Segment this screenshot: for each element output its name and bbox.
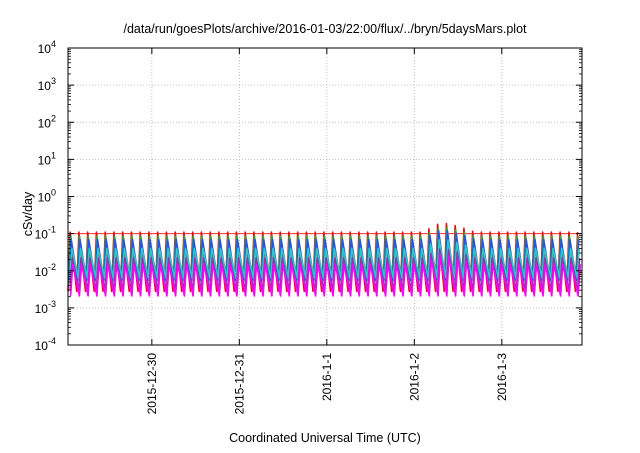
series-line-4: [68, 239, 580, 279]
grid-lines: [68, 48, 582, 345]
plot-frame: [67, 47, 583, 346]
x-tick-label: 2015-12-31: [232, 353, 246, 415]
y-tick-label: 104: [38, 39, 56, 56]
y-tick-label: 10-2: [35, 262, 56, 279]
y-tick-label: 102: [38, 113, 56, 130]
y-tick-label: 10-3: [35, 299, 56, 316]
y-tick-label: 100: [38, 188, 56, 205]
x-tick-label: 2016-1-3: [495, 353, 509, 401]
x-tick-label: 2015-12-30: [145, 353, 159, 415]
axes: 10-4 10-3 10-2 10-1 100 101 102 103 104 2015-12-3…: [35, 39, 583, 415]
y-tick-label: 103: [38, 76, 56, 93]
y-tick-label: 101: [38, 150, 56, 167]
y-tick-label: 10-1: [35, 225, 56, 242]
series-group: [67, 222, 582, 297]
series-line-6: [69, 254, 582, 297]
x-tick-label: 2016-1-1: [320, 353, 334, 401]
chart-title: /data/run/goesPlots/archive/2016-01-03/2…: [123, 22, 527, 36]
x-tick-label: 2016-1-2: [407, 353, 421, 401]
y-tick-label: 10-4: [35, 336, 56, 353]
x-axis-label: Coordinated Universal Time (UTC): [229, 431, 421, 445]
y-axis-label: cSv/day: [21, 191, 35, 236]
